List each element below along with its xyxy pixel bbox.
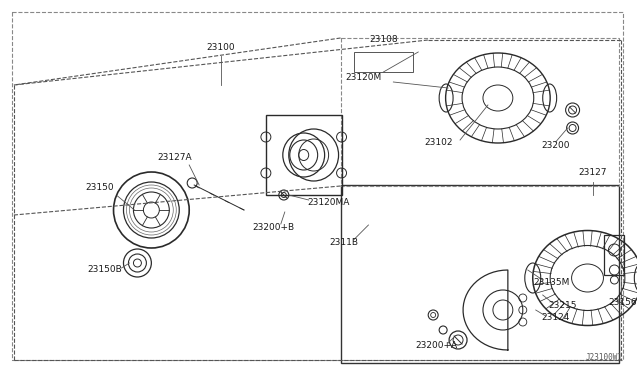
Text: 23200+B: 23200+B: [253, 223, 295, 232]
Bar: [604, 235, 625, 275]
Text: 23127: 23127: [579, 168, 607, 177]
Text: 23150: 23150: [85, 183, 114, 192]
Text: 23100: 23100: [207, 43, 236, 52]
Text: J23100W1: J23100W1: [586, 353, 622, 362]
Text: 2311B: 2311B: [329, 238, 358, 247]
Bar: [353, 52, 413, 72]
Text: 23108: 23108: [369, 35, 397, 44]
Text: 23124: 23124: [541, 313, 570, 322]
Text: 23150B: 23150B: [87, 265, 122, 274]
Text: 23156: 23156: [608, 298, 637, 307]
Text: 23200+A: 23200+A: [415, 341, 457, 350]
Bar: [266, 115, 342, 195]
Text: 23200: 23200: [541, 141, 570, 150]
Text: 23215: 23215: [548, 301, 577, 310]
Text: 23120M: 23120M: [346, 73, 381, 82]
Text: 23135M: 23135M: [534, 278, 570, 287]
Bar: [340, 185, 620, 363]
Text: 23102: 23102: [424, 138, 452, 147]
Bar: [340, 38, 620, 186]
Text: 23120MA: 23120MA: [307, 198, 350, 207]
Text: 23127A: 23127A: [157, 153, 191, 162]
